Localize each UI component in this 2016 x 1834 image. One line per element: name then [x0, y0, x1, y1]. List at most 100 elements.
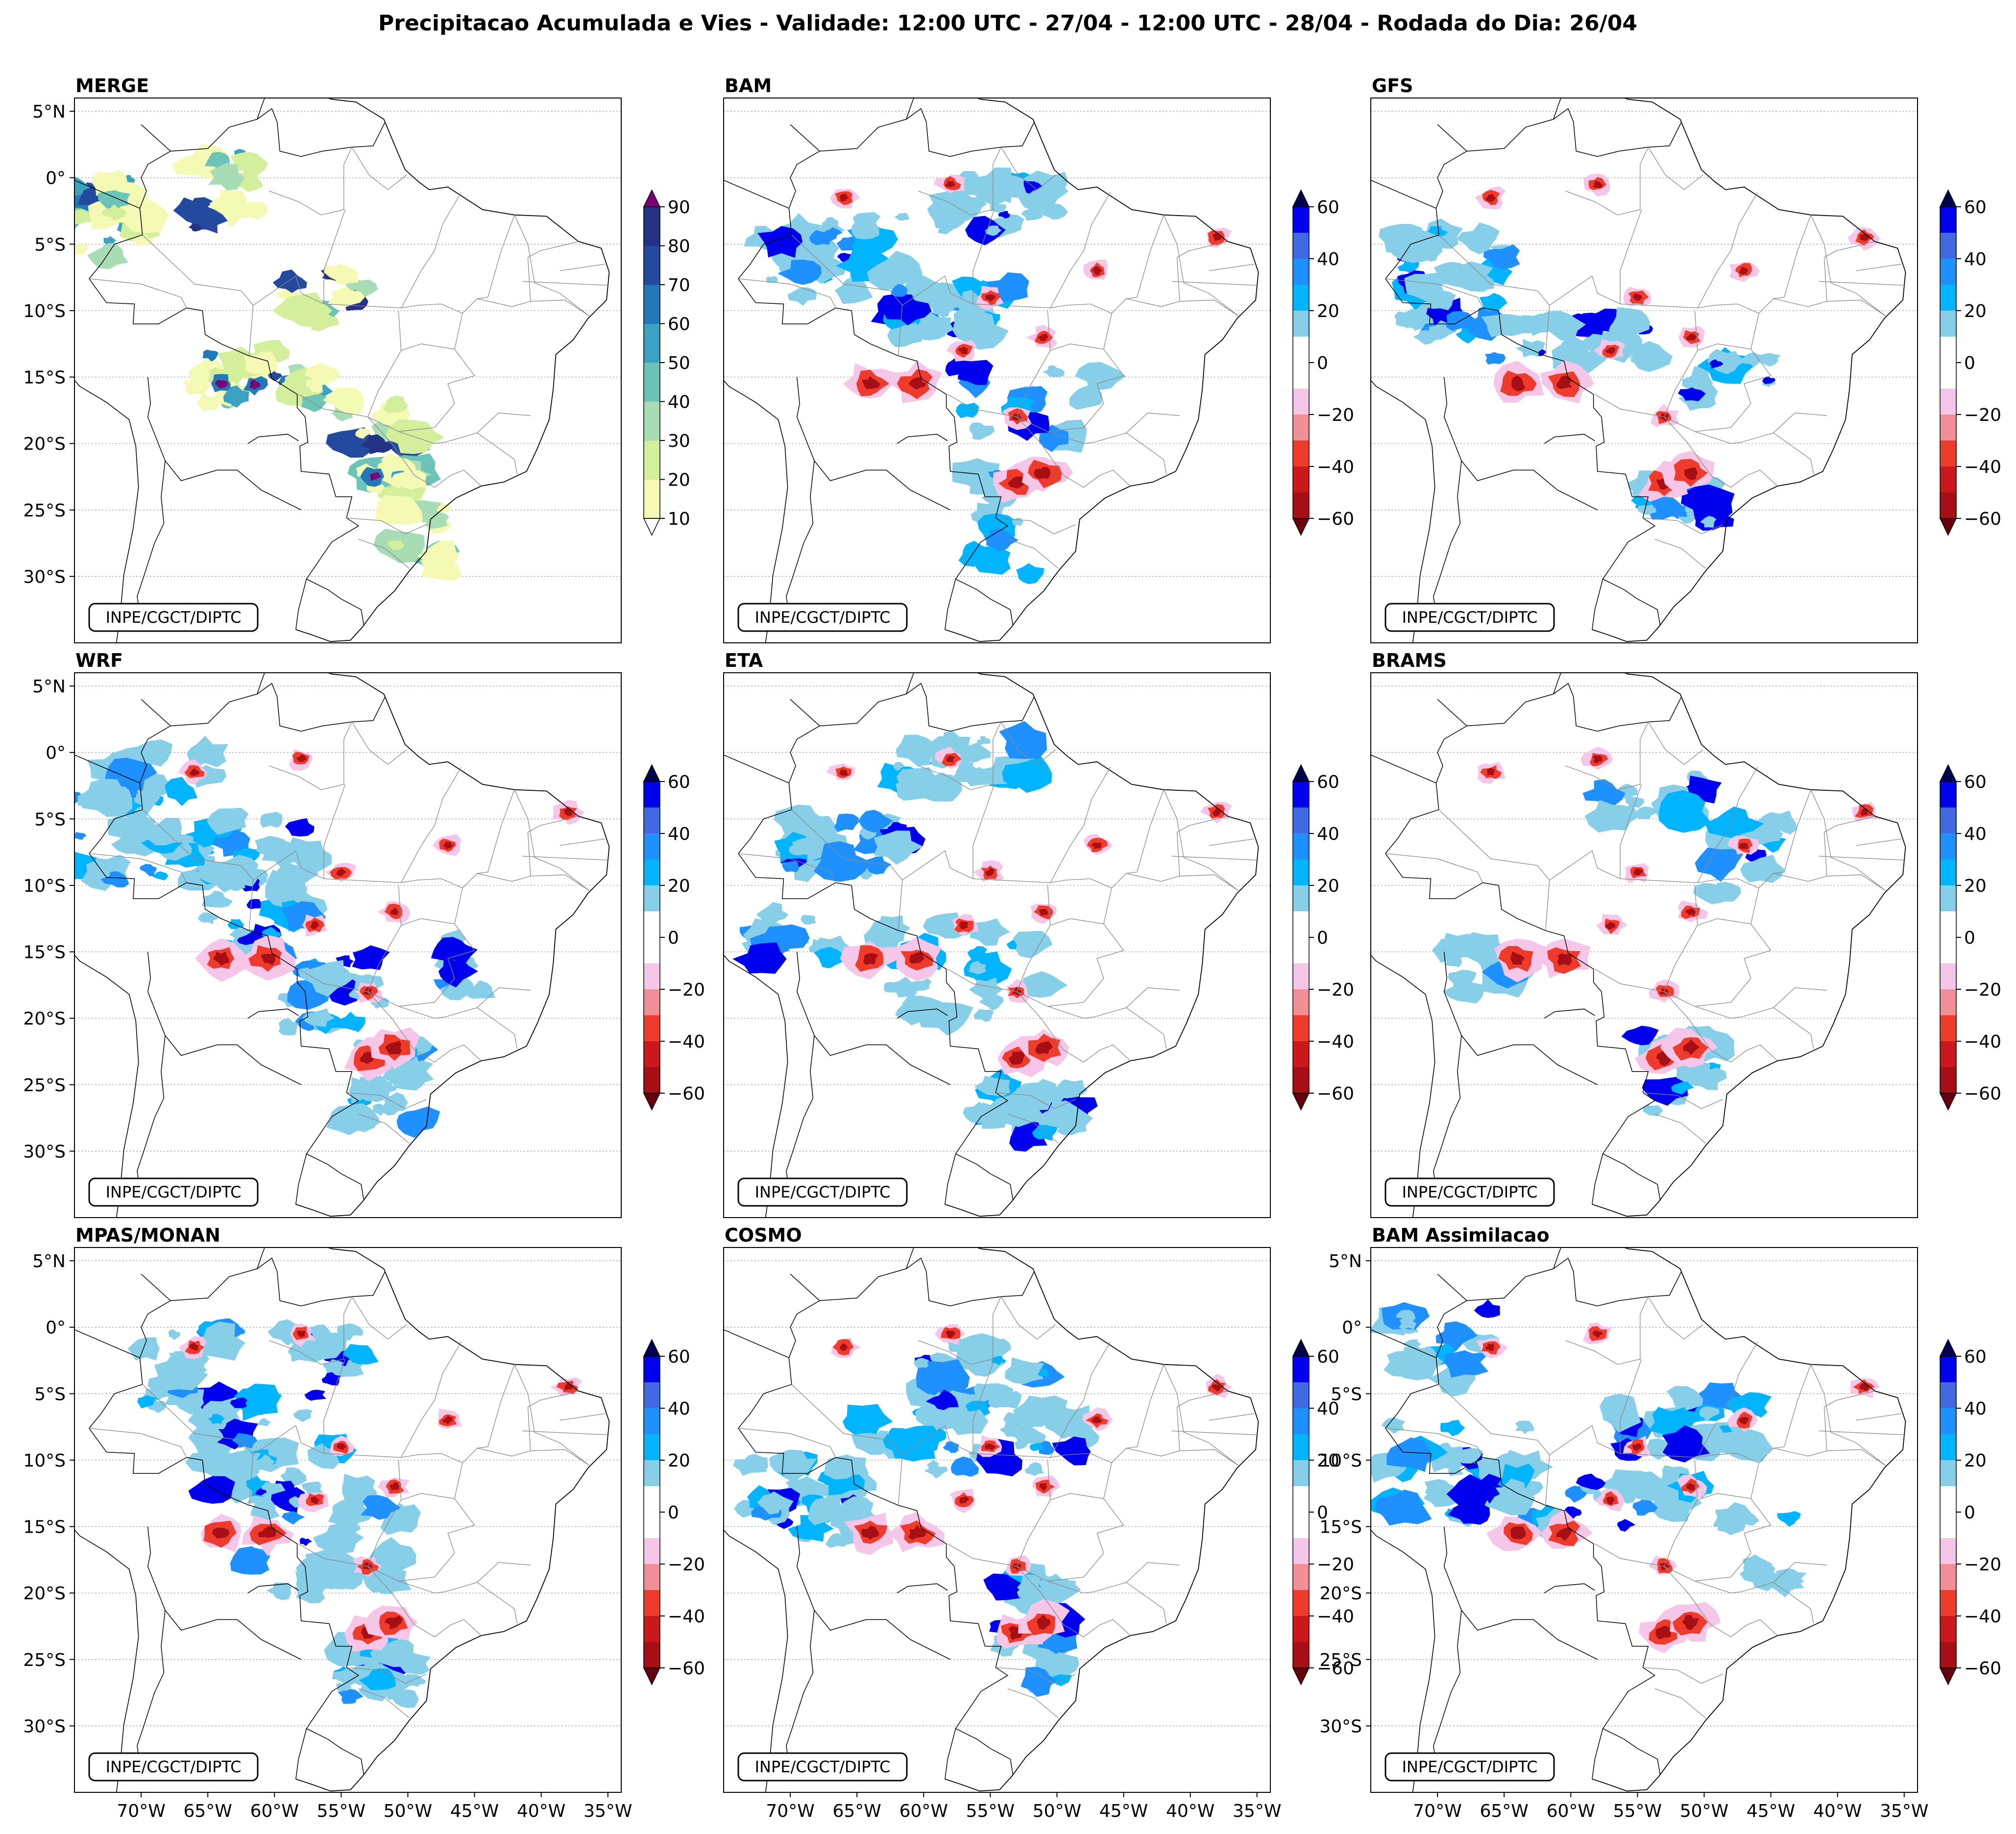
state-border — [1664, 991, 1778, 1063]
country-border — [1371, 1329, 1436, 1358]
lon-tick-label: 35°W — [583, 1801, 632, 1821]
state-border — [1565, 722, 1649, 790]
dry-bias-cell — [336, 868, 346, 877]
state-border — [918, 147, 1001, 216]
wet-bias-cell — [266, 1582, 291, 1600]
colorbar-tick-label: 20 — [1964, 1451, 1987, 1471]
lat-tick-label: 0° — [46, 169, 66, 189]
wet-bias-cell — [337, 1323, 364, 1341]
state-border — [1664, 343, 1772, 432]
colorbar-segment — [1293, 963, 1309, 990]
lat-tick-label: 30°S — [23, 1716, 66, 1736]
lon-tick-label: 55°W — [317, 1801, 365, 1821]
wet-bias-cell — [1075, 362, 1126, 391]
lon-tick-label: 55°W — [966, 1801, 1015, 1821]
precip-cell — [305, 363, 340, 386]
colorbar-segment — [1293, 285, 1309, 311]
wet-bias-cell — [782, 861, 799, 872]
state-border — [996, 1667, 1076, 1684]
map-frame — [723, 98, 1271, 643]
wet-bias-cell — [839, 1496, 874, 1525]
colorbar-segment — [644, 937, 660, 964]
wet-bias-cell — [985, 225, 1002, 236]
precip-cell — [383, 395, 408, 414]
colorbar-segment — [644, 440, 660, 480]
precip-cell — [249, 380, 261, 390]
state-border — [1126, 1364, 1164, 1449]
country-border — [1371, 754, 1436, 783]
colorbar-segment — [644, 1460, 660, 1487]
wet-bias-cell — [851, 1433, 891, 1455]
state-border — [1664, 918, 1772, 1007]
colorbar-tick-label: 40 — [1964, 1399, 1987, 1419]
precip-cell — [132, 234, 153, 247]
state-border — [477, 1582, 518, 1624]
wet-bias-cell — [915, 280, 930, 291]
colorbar-segment — [1293, 1382, 1309, 1409]
dry-bias-cell — [959, 921, 969, 929]
wet-bias-cell — [197, 912, 219, 925]
country-border — [737, 124, 1014, 626]
country-border — [796, 952, 951, 1085]
coastline-east — [945, 1247, 1259, 1792]
country-border — [1592, 1728, 1603, 1780]
precip-cell — [355, 428, 372, 439]
wet-bias-cell — [90, 857, 110, 868]
wet-bias-cell — [1474, 1299, 1500, 1318]
country-border — [786, 1610, 815, 1773]
colorbar-tick-label: 60 — [1317, 197, 1339, 218]
colorbar-extend-min — [1939, 518, 1957, 536]
map-content — [1371, 98, 1918, 643]
colorbar-segment — [644, 1067, 660, 1094]
state-border — [398, 885, 402, 926]
colorbar-tick-label: −20 — [1964, 1555, 2001, 1575]
lat-tick-label: 20°S — [1319, 1584, 1362, 1604]
state-border — [918, 1296, 1001, 1365]
wet-bias-cell — [381, 1081, 397, 1093]
wet-bias-cell — [1017, 1574, 1041, 1591]
colorbar-tick-label: −20 — [1964, 405, 2001, 425]
wet-bias-cell — [1011, 1423, 1046, 1445]
wet-bias-cell — [255, 1488, 267, 1495]
colorbar-segment — [1940, 1015, 1956, 1042]
country-border — [1592, 579, 1603, 630]
dry-bias-cell — [1511, 375, 1526, 391]
wet-bias-cell — [969, 961, 987, 975]
wet-bias-cell — [1038, 1369, 1049, 1377]
panel-title: WRF — [75, 650, 123, 671]
wet-bias-cell — [824, 1454, 869, 1480]
colorbar-segment — [644, 1041, 660, 1068]
precip-cell — [188, 223, 202, 232]
credit-label: INPE/CGCT/DIPTC — [755, 608, 891, 627]
wet-bias-cell — [1069, 386, 1103, 410]
colorbar-tick-label: 40 — [668, 824, 690, 844]
colorbar: 10 20 30 40 50 60 70 80 90 — [643, 189, 690, 536]
wet-bias-cell — [396, 1106, 440, 1138]
state-border — [1730, 1342, 1758, 1401]
wet-bias-cell — [260, 811, 283, 828]
wet-bias-cell — [1444, 1350, 1490, 1378]
map-content — [74, 673, 621, 1218]
wet-bias-cell — [1052, 1436, 1091, 1466]
wet-bias-cell — [246, 1384, 281, 1409]
wet-bias-cell — [1016, 563, 1044, 585]
lat-tick-label: 25°S — [23, 1076, 66, 1096]
lat-tick-label: 5°N — [32, 102, 66, 122]
wet-bias-cell — [1043, 365, 1065, 377]
colorbar-segment — [644, 1408, 660, 1435]
wet-bias-cell — [201, 890, 233, 908]
credit-box — [1384, 603, 1555, 632]
country-border — [906, 98, 914, 120]
state-border — [401, 825, 435, 883]
credit-box — [88, 1752, 259, 1782]
dry-bias-cell — [310, 1496, 320, 1504]
dry-bias-cell — [1632, 1443, 1642, 1451]
state-border — [1654, 1688, 1706, 1718]
dry-bias-cell — [1859, 1383, 1869, 1391]
wet-bias-cell — [188, 1476, 236, 1504]
country-border — [88, 699, 364, 1200]
wet-bias-cell — [1643, 1105, 1663, 1117]
colorbar-extend-min — [643, 518, 661, 536]
colorbar-tick-label: −60 — [1317, 1659, 1354, 1679]
wet-bias-cell — [1013, 171, 1069, 212]
